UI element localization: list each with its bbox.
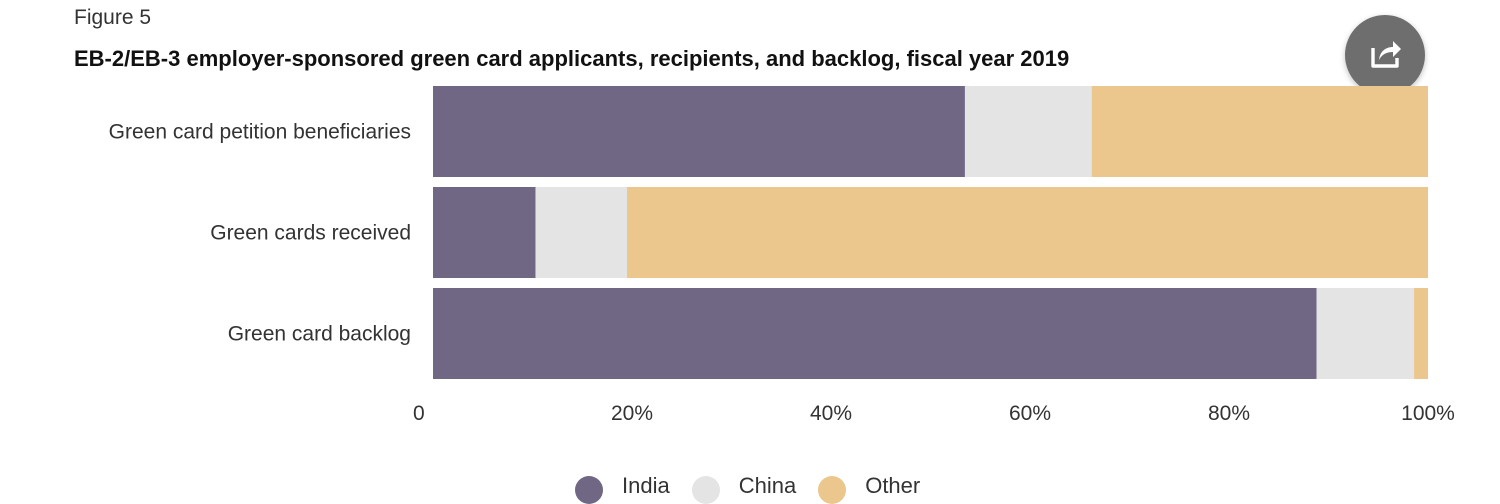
bar-india-1 (433, 86, 965, 177)
legend-swatch-other (818, 476, 847, 504)
category-labels: Green card petition beneficiaries Green c… (109, 121, 411, 346)
legend-swatch-india (575, 476, 603, 504)
stacked-bar-chart: Green card petition beneficiaries Green c… (109, 86, 1455, 425)
legend-label-china: China (738, 473, 797, 498)
x-tick-label: 60% (1009, 402, 1051, 425)
category-label: Green card petition beneficiaries (109, 121, 411, 144)
bar-india-3 (433, 288, 1317, 379)
x-tick-label: 40% (810, 402, 852, 425)
bar-other-1 (1091, 86, 1428, 177)
share-icon (1367, 36, 1403, 75)
bar-india-2 (433, 187, 536, 278)
figure-label: Figure 5 (74, 6, 152, 29)
bar-other-3 (1414, 288, 1428, 379)
x-tick-label: 20% (611, 402, 653, 425)
x-axis-tick-labels: 0 20% 40% 60% 80% 100% (413, 402, 1455, 425)
x-tick-label: 0 (413, 402, 425, 425)
bar-china-3 (1316, 288, 1415, 379)
bar-china-2 (535, 187, 628, 278)
bar-china-1 (964, 86, 1092, 177)
bars-group (433, 86, 1428, 379)
x-tick-label: 100% (1401, 402, 1455, 425)
legend-label-india: India (622, 473, 670, 498)
category-label: Green card backlog (228, 323, 411, 346)
x-tick-label: 80% (1208, 402, 1250, 425)
bar-other-2 (627, 187, 1428, 278)
chart-title: EB-2/EB-3 employer-sponsored green card … (74, 46, 1070, 71)
legend-swatch-china (691, 476, 720, 504)
share-button[interactable] (1345, 15, 1425, 95)
legend-label-other: Other (865, 473, 921, 498)
category-label: Green cards received (210, 222, 411, 245)
